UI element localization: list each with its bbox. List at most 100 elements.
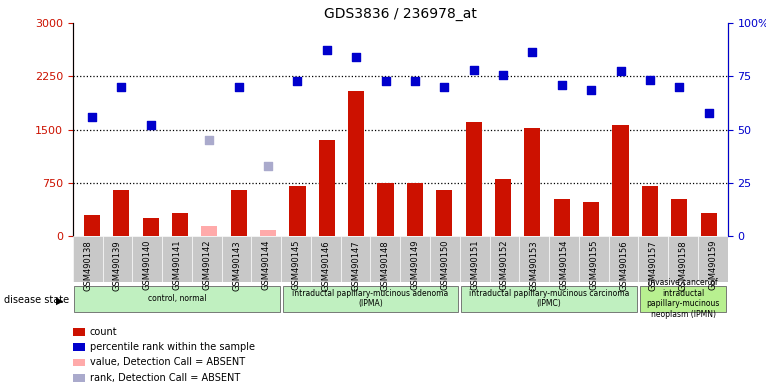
Bar	[642, 187, 658, 236]
FancyBboxPatch shape	[640, 286, 726, 311]
Text: GSM490139: GSM490139	[113, 240, 122, 291]
Bar	[73, 343, 85, 351]
Text: GSM490157: GSM490157	[649, 240, 658, 291]
Bar	[311, 236, 341, 282]
Text: GSM490158: GSM490158	[679, 240, 688, 291]
Text: GSM490146: GSM490146	[321, 240, 330, 291]
Bar	[231, 190, 247, 236]
Point	[614, 68, 627, 74]
Text: GSM490143: GSM490143	[232, 240, 241, 291]
Bar	[172, 214, 188, 236]
Text: GSM490141: GSM490141	[172, 240, 182, 291]
Point	[673, 84, 686, 90]
Text: intraductal papillary-mucinous adenoma
(IPMA): intraductal papillary-mucinous adenoma (…	[293, 289, 449, 308]
Bar	[613, 125, 629, 236]
Text: GSM490142: GSM490142	[202, 240, 211, 291]
Text: disease state: disease state	[4, 295, 69, 305]
Bar	[698, 236, 728, 282]
Bar	[281, 236, 311, 282]
Text: control, normal: control, normal	[148, 294, 206, 303]
Text: GSM490140: GSM490140	[142, 240, 152, 291]
Bar	[378, 183, 394, 236]
Bar	[103, 236, 133, 282]
Text: GSM490153: GSM490153	[530, 240, 538, 291]
Bar	[489, 236, 519, 282]
Point	[262, 163, 274, 169]
Bar	[519, 236, 549, 282]
Point	[86, 114, 98, 120]
Point	[526, 49, 538, 55]
Bar	[73, 374, 85, 382]
Bar	[73, 236, 103, 282]
Bar	[400, 236, 430, 282]
Text: GSM490145: GSM490145	[292, 240, 300, 291]
Title: GDS3836 / 236978_at: GDS3836 / 236978_at	[324, 7, 476, 21]
Bar	[201, 225, 218, 236]
Text: GSM490138: GSM490138	[83, 240, 92, 291]
Text: GSM490155: GSM490155	[589, 240, 598, 291]
Text: GSM490154: GSM490154	[559, 240, 568, 291]
Bar	[192, 236, 221, 282]
Point	[702, 110, 715, 116]
Bar	[583, 202, 599, 236]
Point	[291, 78, 303, 84]
Bar	[701, 213, 717, 236]
Point	[585, 87, 597, 93]
Bar	[142, 218, 159, 236]
Point	[350, 54, 362, 60]
Point	[467, 67, 480, 73]
Bar	[133, 236, 162, 282]
Text: count: count	[90, 327, 117, 337]
Bar	[319, 140, 335, 236]
Point	[555, 82, 568, 88]
Point	[203, 137, 215, 143]
Bar	[73, 328, 85, 336]
FancyBboxPatch shape	[461, 286, 637, 311]
Text: GSM490159: GSM490159	[709, 240, 717, 291]
Text: GSM490147: GSM490147	[351, 240, 360, 291]
Text: value, Detection Call = ABSENT: value, Detection Call = ABSENT	[90, 358, 245, 367]
Bar	[554, 199, 570, 236]
Text: GSM490151: GSM490151	[470, 240, 480, 291]
Bar	[341, 236, 371, 282]
Text: GSM490156: GSM490156	[619, 240, 628, 291]
Point	[497, 72, 509, 78]
FancyBboxPatch shape	[74, 286, 280, 311]
Text: intraductal papillary-mucinous carcinoma
(IPMC): intraductal papillary-mucinous carcinoma…	[469, 289, 630, 308]
Text: GSM490148: GSM490148	[381, 240, 390, 291]
Bar	[371, 236, 400, 282]
Bar	[609, 236, 638, 282]
Bar	[73, 359, 85, 366]
Text: GSM490149: GSM490149	[411, 240, 420, 291]
Text: rank, Detection Call = ABSENT: rank, Detection Call = ABSENT	[90, 373, 240, 383]
Bar	[668, 236, 698, 282]
Point	[145, 122, 157, 128]
Text: GSM490144: GSM490144	[262, 240, 270, 291]
Bar	[251, 236, 281, 282]
Point	[115, 84, 127, 90]
Point	[409, 78, 421, 84]
FancyBboxPatch shape	[283, 286, 458, 311]
Text: invasive cancer of
intraductal
papillary-mucinous
neoplasm (IPMN): invasive cancer of intraductal papillary…	[647, 278, 720, 319]
Point	[321, 47, 333, 53]
Point	[438, 84, 450, 90]
Bar	[495, 179, 511, 236]
Bar	[113, 190, 129, 236]
Bar	[221, 236, 251, 282]
Bar	[260, 230, 277, 236]
Bar	[290, 187, 306, 236]
Bar	[671, 199, 687, 236]
Bar	[83, 215, 100, 236]
Bar	[436, 190, 453, 236]
Point	[379, 78, 391, 84]
Text: ▶: ▶	[56, 295, 64, 305]
Bar	[407, 183, 423, 236]
Text: GSM490150: GSM490150	[440, 240, 450, 291]
Text: GSM490152: GSM490152	[500, 240, 509, 291]
Bar	[348, 91, 365, 236]
Bar	[430, 236, 460, 282]
Bar	[460, 236, 489, 282]
Bar	[579, 236, 609, 282]
Point	[643, 77, 656, 83]
Point	[233, 84, 245, 90]
